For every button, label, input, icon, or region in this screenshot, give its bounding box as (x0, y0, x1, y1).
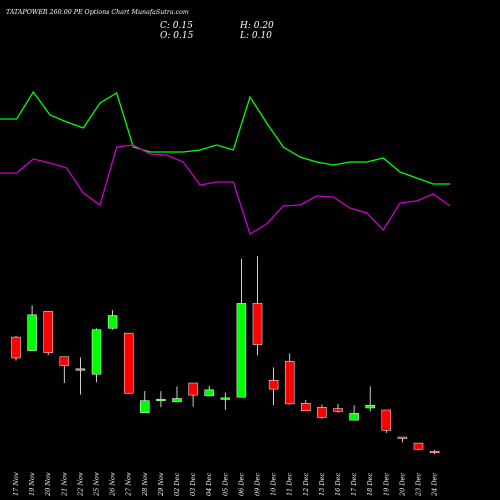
high-value: H: 0.20 (239, 21, 274, 31)
indicator-line-2 (0, 144, 451, 235)
x-tick-label: 06 Dec (237, 473, 245, 496)
candle-05-dec (220, 392, 231, 410)
candle-body (301, 403, 311, 411)
candle-body (365, 405, 375, 409)
x-tick-label: 05 Dec (221, 473, 229, 496)
close-value: C: 0.15 (160, 21, 193, 31)
candle-26-nov (107, 310, 118, 330)
x-tick-label: 02 Dec (173, 473, 181, 496)
candle-23-dec (413, 442, 424, 450)
candle-body (27, 314, 37, 351)
candle-03-dec (188, 382, 198, 407)
candle-body (91, 329, 102, 375)
indicator-line-1 (0, 90, 450, 185)
candle-body (43, 311, 53, 353)
candle-25-nov (91, 328, 102, 383)
x-tick-label: 19 Nov (28, 472, 36, 496)
candle-body (333, 408, 343, 412)
candle-13-dec (317, 404, 327, 419)
x-tick-label: 23 Dec (415, 473, 423, 497)
x-tick-label: 29 Nov (157, 472, 165, 497)
candle-04-dec (204, 385, 214, 397)
candle-19-nov (27, 305, 37, 351)
chart-title: TATAPOWER 260.00 PE Options Chart Munafa… (6, 9, 189, 16)
candle-body (59, 356, 70, 366)
candle-body (156, 398, 166, 401)
candle-17-nov (11, 335, 21, 361)
x-tick-label: 03 Dec (189, 473, 197, 496)
x-tick-label: 27 Nov (125, 472, 133, 497)
candle-body (188, 382, 198, 396)
candle-21-nov (59, 356, 70, 383)
candle-29-nov (156, 391, 166, 408)
low-value: L: 0.10 (239, 31, 272, 41)
x-tick-label: 20 Dec (398, 473, 406, 497)
x-tick-label: 18 Dec (366, 473, 374, 496)
x-tick-label: 19 Dec (382, 473, 390, 496)
candle-body (349, 413, 359, 421)
candle-body (317, 407, 327, 418)
x-tick-label: 16 Dec (334, 473, 342, 496)
x-tick-label: 17 Dec (350, 473, 358, 496)
x-tick-label: 10 Dec (270, 473, 278, 496)
candle-06-dec (236, 258, 247, 398)
candle-body (204, 389, 214, 397)
candle-body (11, 336, 21, 359)
candle-12-dec (301, 399, 311, 412)
candle-body (140, 400, 150, 413)
x-tick-label: 22 Nov (76, 472, 84, 497)
candle-body (172, 398, 182, 403)
candle-body (381, 409, 392, 431)
candle-body (284, 361, 295, 405)
candle-11-dec (284, 353, 295, 405)
candle-body (268, 380, 279, 390)
x-tick-label: 28 Nov (141, 472, 149, 497)
x-tick-label: 04 Dec (205, 473, 213, 496)
candle-body (75, 368, 86, 371)
x-tick-label: 13 Dec (318, 473, 326, 496)
candle-22-nov (75, 357, 86, 395)
candle-19-dec (381, 409, 392, 433)
candle-20-nov (43, 311, 53, 356)
candle-body (413, 442, 424, 450)
x-tick-label: 09 Dec (254, 473, 262, 496)
candle-27-nov (123, 332, 134, 394)
x-tick-label: 24 Dec (431, 473, 439, 497)
candles (11, 256, 440, 454)
x-axis-labels: 17 Nov 19 Nov 20 Nov 21 Nov 22 Nov 25 Nov 26 N… (12, 472, 439, 497)
candle-24-dec (429, 449, 440, 454)
candle-18-dec (365, 386, 375, 412)
x-tick-label: 26 Nov (109, 472, 117, 497)
candle-body (397, 436, 408, 439)
candle-body (220, 397, 231, 400)
x-tick-label: 21 Nov (60, 472, 68, 497)
x-tick-label: 12 Dec (302, 473, 310, 496)
candle-02-dec (172, 386, 182, 403)
candle-16-dec (333, 403, 343, 413)
candle-20-dec (397, 436, 408, 443)
x-tick-label: 20 Nov (44, 472, 52, 497)
x-tick-label: 25 Nov (93, 472, 101, 497)
x-tick-label: 17 Nov (12, 472, 20, 496)
candle-09-dec (252, 256, 263, 356)
open-value: O: 0.15 (160, 31, 194, 41)
candle-body (107, 315, 118, 329)
x-tick-label: 11 Dec (286, 473, 294, 496)
candle-body (252, 303, 263, 345)
candle-body (123, 332, 134, 394)
candle-28-nov (140, 391, 150, 413)
indicator-lines (0, 90, 451, 235)
candle-17-dec (349, 405, 359, 421)
candle-body (429, 450, 440, 453)
candle-body (236, 303, 247, 398)
candle-10-dec (268, 367, 279, 406)
